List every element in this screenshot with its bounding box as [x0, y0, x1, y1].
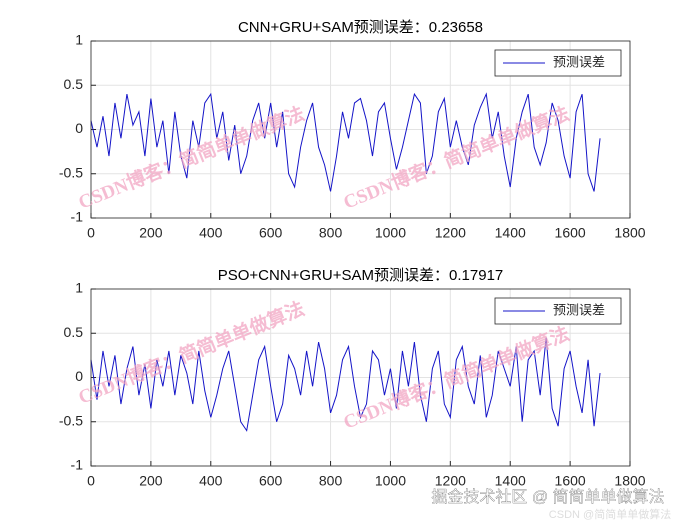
x-tick-label: 1200 — [435, 473, 466, 489]
footer-csdn: CSDN @简简单单做算法 — [549, 507, 671, 521]
footer-juejin: 掘金技术社区 @ 简简单单做算法 — [431, 487, 664, 506]
legend-label: 预测误差 — [553, 304, 605, 319]
y-tick-label: -0.5 — [59, 164, 83, 180]
y-tick-label: 0 — [75, 120, 83, 136]
x-tick-label: 200 — [139, 473, 163, 489]
y-tick-label: -1 — [71, 209, 84, 225]
x-tick-label: 1000 — [375, 225, 406, 241]
x-tick-label: 800 — [319, 225, 343, 241]
x-tick-label: 400 — [199, 473, 223, 489]
x-tick-label: 1200 — [435, 225, 466, 241]
subplot: 0 200 400 600 800 1000 1200 1400 1600 1800 -1 -0.5 0… — [59, 19, 646, 241]
y-tick-label: -0.5 — [59, 412, 83, 428]
x-tick-label: 0 — [87, 473, 95, 489]
y-tick-label: 1 — [75, 32, 83, 48]
x-tick-label: 1800 — [614, 225, 645, 241]
x-tick-label: 1600 — [555, 473, 586, 489]
x-tick-label: 600 — [259, 225, 283, 241]
y-tick-label: 0.5 — [64, 324, 84, 340]
y-tick-label: 1 — [75, 280, 83, 296]
x-tick-label: 1400 — [495, 225, 526, 241]
error-line — [90, 92, 601, 192]
axes-frame — [90, 288, 631, 467]
x-tick-label: 1400 — [495, 473, 526, 489]
x-tick-label: 600 — [259, 473, 283, 489]
y-tick-label: 0.5 — [64, 76, 84, 92]
chart-title: CNN+GRU+SAM预测误差：0.23658 — [238, 19, 483, 36]
x-tick-label: 0 — [87, 225, 95, 241]
x-tick-label: 800 — [319, 473, 343, 489]
x-tick-label: 400 — [199, 225, 223, 241]
x-tick-label: 200 — [139, 225, 163, 241]
x-tick-label: 1800 — [614, 473, 645, 489]
y-tick-label: -1 — [71, 457, 84, 473]
error-line — [90, 337, 601, 432]
chart-title: PSO+CNN+GRU+SAM预测误差：0.17917 — [218, 267, 504, 284]
y-tick-label: 0 — [75, 368, 83, 384]
subplot: 0 200 400 600 800 1000 1200 1400 1600 1800 -1 -0.5 0… — [59, 267, 646, 489]
x-tick-label: 1600 — [555, 225, 586, 241]
legend-label: 预测误差 — [553, 56, 605, 71]
axes-frame — [90, 40, 631, 219]
x-tick-label: 1000 — [375, 473, 406, 489]
